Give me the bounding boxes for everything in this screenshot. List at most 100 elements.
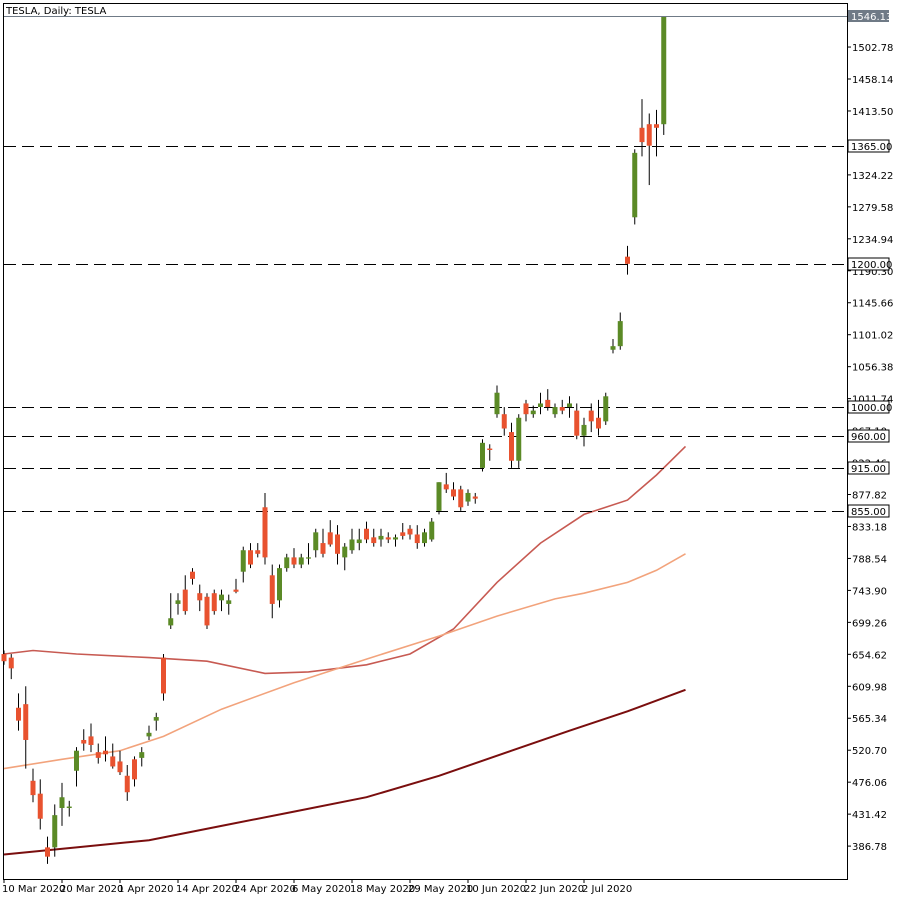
level-price-label: 1000.00 [847, 400, 892, 414]
x-tick-label: 18 May 2020 [350, 884, 415, 895]
candle [327, 520, 333, 547]
candle [451, 482, 456, 501]
x-tick-label: 2 Jul 2020 [582, 884, 632, 895]
price-labels: 1365.00 1200.00 1000.00 960.00 915.00 855.00 1… [4, 10, 892, 518]
candle [552, 403, 558, 418]
candle-body [516, 417, 522, 461]
candle [81, 729, 87, 751]
candle [349, 528, 355, 554]
x-tick-label: 10 Jun 2020 [466, 884, 526, 895]
candle-body [211, 593, 217, 612]
candle [356, 528, 362, 551]
candle-body [610, 346, 616, 350]
candle-body [472, 496, 478, 499]
candle-body [291, 557, 297, 565]
candle-body [436, 482, 442, 511]
level-price-box [847, 400, 890, 414]
candle-body [588, 410, 594, 422]
level-price-label: 1200.00 [847, 257, 892, 271]
level-price-box [847, 429, 890, 443]
candle-body [175, 600, 181, 604]
candle-body [443, 484, 449, 490]
candle-body [233, 589, 239, 592]
candle-body [349, 539, 355, 551]
chart-title: TESLA, Daily: TESLA [5, 6, 106, 17]
level-price-box [847, 461, 890, 475]
candle-body [88, 736, 94, 745]
candle [132, 756, 137, 787]
candle [574, 403, 580, 440]
x-tick-label: 22 Jun 2020 [524, 884, 584, 895]
candle-body [45, 847, 50, 857]
current-price-box [848, 10, 889, 22]
y-tick-label: 1190.30 [852, 267, 893, 278]
candle [110, 743, 116, 769]
candle [407, 525, 413, 540]
candle [646, 113, 652, 186]
y-tick-label: 431.42 [852, 810, 887, 821]
candle-body [277, 568, 282, 601]
level-price-box [847, 139, 890, 153]
candle [248, 543, 253, 569]
candle [269, 564, 275, 619]
candle [400, 523, 406, 540]
candle [95, 743, 101, 764]
candle [59, 782, 65, 826]
price-axis: 1502.78 1458.14 1413.50 1324.22 1279.58 1234.… [847, 43, 893, 853]
candle [530, 405, 536, 418]
candle-body [538, 403, 543, 408]
y-tick-label: 1324.22 [852, 171, 893, 182]
candle [545, 389, 551, 411]
candle [182, 575, 188, 615]
candle [654, 109, 659, 157]
candle [371, 528, 377, 547]
candle-body [161, 657, 166, 694]
candle [596, 399, 601, 436]
candle-body [139, 752, 145, 758]
candle [429, 518, 435, 542]
candle [465, 489, 471, 506]
candle-body [617, 321, 623, 347]
candle-body [66, 806, 72, 808]
candle-body [226, 600, 232, 604]
candle [581, 417, 587, 447]
candle-body [385, 537, 391, 540]
candle [66, 800, 72, 817]
candle-body [320, 543, 326, 554]
candle [168, 593, 174, 629]
candle [146, 725, 152, 740]
candle-body [552, 407, 558, 415]
candle-body [74, 750, 79, 771]
candle-body [327, 532, 333, 545]
y-tick-label: 1056.38 [852, 363, 893, 374]
candle-body [625, 256, 630, 264]
level-price-label: 1365.00 [847, 139, 892, 153]
candle [226, 594, 232, 615]
candle-body [451, 489, 456, 497]
candle-body [378, 535, 384, 540]
candle [161, 654, 166, 701]
candle-body [110, 756, 116, 767]
candle [45, 836, 50, 864]
candle [52, 804, 58, 857]
candle-body [269, 575, 275, 604]
candle [588, 403, 594, 433]
y-tick-label: 1413.50 [852, 107, 893, 118]
candle-body [581, 424, 587, 436]
x-tick-label: 24 Apr 2020 [234, 884, 296, 895]
candle-body [8, 657, 14, 669]
candle-body [661, 16, 667, 125]
candle [342, 543, 348, 571]
candle-body [414, 534, 420, 544]
candle [175, 593, 181, 615]
candle-body [132, 759, 137, 780]
candle [74, 747, 79, 787]
candle [378, 528, 384, 547]
candle [617, 312, 623, 350]
candle [190, 568, 195, 585]
y-tick-label: 386.78 [852, 842, 887, 853]
candle [277, 564, 282, 608]
candle-body [219, 594, 224, 601]
candle [385, 532, 391, 544]
